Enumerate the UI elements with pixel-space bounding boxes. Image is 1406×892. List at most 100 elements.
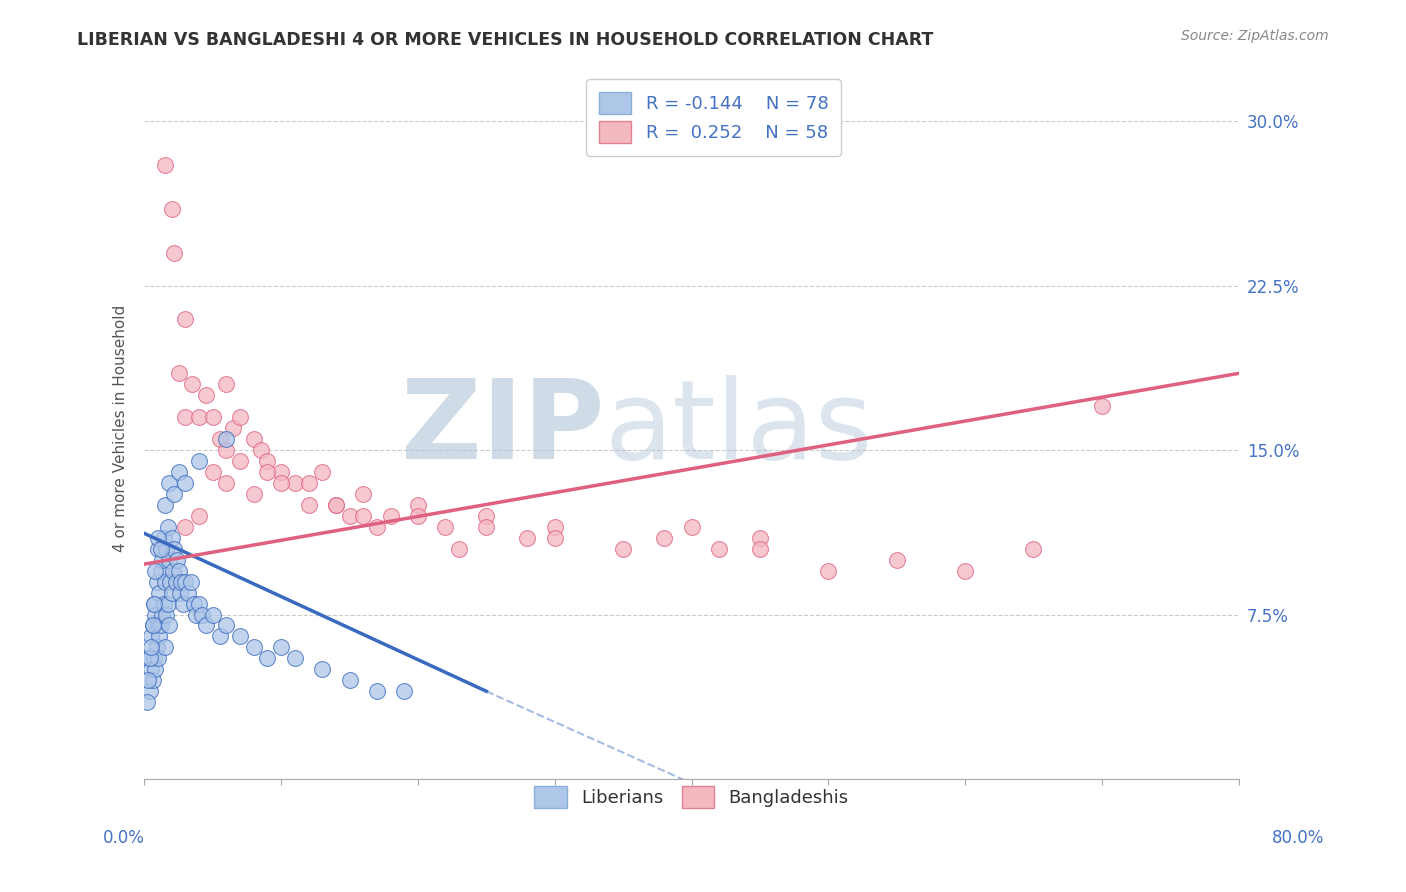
Point — [194, 618, 217, 632]
Point — [138, 651, 160, 665]
Point — [157, 475, 180, 490]
Point — [183, 597, 205, 611]
Point — [174, 475, 197, 490]
Point — [180, 574, 202, 589]
Point — [186, 607, 208, 622]
Point — [169, 585, 191, 599]
Point — [139, 651, 162, 665]
Point — [166, 552, 188, 566]
Point — [1091, 399, 1114, 413]
Point — [149, 541, 172, 556]
Point — [153, 574, 176, 589]
Point — [817, 564, 839, 578]
Y-axis label: 4 or more Vehicles in Household: 4 or more Vehicles in Household — [114, 304, 128, 552]
Point — [352, 508, 374, 523]
Point — [156, 520, 179, 534]
Point — [188, 454, 211, 468]
Point — [143, 564, 166, 578]
Point — [141, 662, 163, 676]
Point — [366, 520, 388, 534]
Text: 0.0%: 0.0% — [103, 829, 145, 847]
Point — [256, 454, 278, 468]
Point — [149, 618, 172, 632]
Point — [748, 541, 770, 556]
Point — [143, 597, 166, 611]
Point — [163, 541, 186, 556]
Point — [544, 531, 567, 545]
Point — [297, 475, 319, 490]
Point — [475, 508, 498, 523]
Point — [707, 541, 730, 556]
Point — [297, 498, 319, 512]
Point — [145, 574, 167, 589]
Point — [215, 443, 238, 458]
Point — [215, 432, 238, 446]
Point — [145, 640, 167, 655]
Point — [270, 475, 292, 490]
Point — [150, 607, 173, 622]
Point — [201, 410, 224, 425]
Point — [155, 607, 177, 622]
Point — [156, 597, 179, 611]
Point — [366, 684, 388, 698]
Point — [215, 377, 238, 392]
Point — [1022, 541, 1045, 556]
Point — [229, 630, 252, 644]
Point — [201, 607, 224, 622]
Point — [142, 673, 165, 688]
Point — [141, 640, 163, 655]
Point — [681, 520, 703, 534]
Point — [177, 585, 200, 599]
Point — [380, 508, 402, 523]
Point — [325, 498, 347, 512]
Text: atlas: atlas — [605, 375, 873, 482]
Point — [406, 498, 429, 512]
Point — [167, 465, 190, 479]
Legend: Liberians, Bangladeshis: Liberians, Bangladeshis — [527, 779, 856, 815]
Point — [311, 465, 333, 479]
Text: ZIP: ZIP — [401, 375, 605, 482]
Point — [953, 564, 976, 578]
Point — [270, 465, 292, 479]
Point — [143, 651, 166, 665]
Point — [172, 597, 194, 611]
Point — [149, 564, 172, 578]
Point — [612, 541, 634, 556]
Point — [222, 421, 245, 435]
Point — [447, 541, 470, 556]
Point — [152, 531, 174, 545]
Point — [174, 311, 197, 326]
Point — [157, 618, 180, 632]
Point — [146, 618, 169, 632]
Point — [243, 487, 266, 501]
Point — [146, 531, 169, 545]
Text: 80.0%: 80.0% — [1272, 829, 1324, 847]
Point — [153, 158, 176, 172]
Point — [284, 475, 307, 490]
Point — [215, 618, 238, 632]
Point — [148, 585, 170, 599]
Point — [191, 607, 214, 622]
Point — [516, 531, 538, 545]
Point — [652, 531, 675, 545]
Point — [162, 564, 184, 578]
Point — [339, 508, 361, 523]
Point — [138, 673, 160, 688]
Point — [544, 520, 567, 534]
Point — [174, 410, 197, 425]
Point — [188, 508, 211, 523]
Point — [160, 202, 183, 216]
Point — [136, 695, 159, 709]
Text: Source: ZipAtlas.com: Source: ZipAtlas.com — [1181, 29, 1329, 43]
Point — [146, 541, 169, 556]
Point — [153, 498, 176, 512]
Point — [143, 662, 166, 676]
Point — [167, 367, 190, 381]
Point — [243, 640, 266, 655]
Point — [256, 651, 278, 665]
Point — [146, 651, 169, 665]
Point — [143, 597, 166, 611]
Point — [188, 597, 211, 611]
Point — [152, 597, 174, 611]
Point — [153, 640, 176, 655]
